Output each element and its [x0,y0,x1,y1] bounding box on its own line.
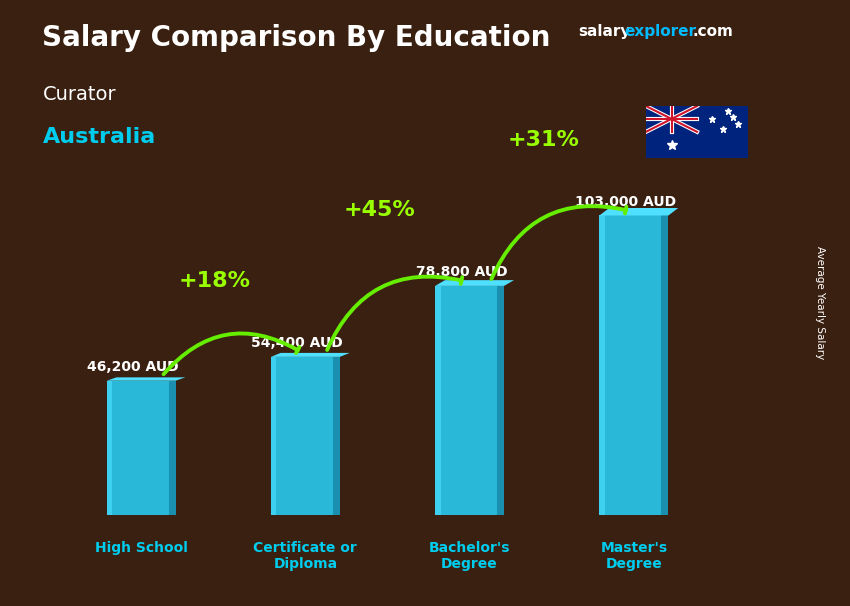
Bar [646,106,697,132]
Bar [106,381,112,515]
Bar [168,381,176,515]
Polygon shape [106,378,185,381]
Text: 78,800 AUD: 78,800 AUD [416,265,507,279]
Text: High School: High School [94,541,188,554]
Text: Australia: Australia [42,127,156,147]
Bar [599,216,605,515]
Text: 46,200 AUD: 46,200 AUD [87,361,178,375]
Text: Master's
Degree: Master's Degree [600,541,667,571]
Polygon shape [271,353,349,357]
Text: 103,000 AUD: 103,000 AUD [575,195,677,209]
Polygon shape [599,208,678,216]
Text: +31%: +31% [507,130,580,150]
Text: Salary Comparison By Education: Salary Comparison By Education [42,24,551,52]
Text: Curator: Curator [42,85,116,104]
Text: .com: .com [693,24,734,39]
Text: Bachelor's
Degree: Bachelor's Degree [429,541,510,571]
Bar [497,286,504,515]
Bar [435,286,440,515]
Text: salary: salary [578,24,631,39]
Bar [599,216,668,515]
Bar [271,357,276,515]
Text: +18%: +18% [179,271,251,291]
Text: Average Yearly Salary: Average Yearly Salary [815,247,825,359]
Polygon shape [435,280,514,286]
Bar [435,286,504,515]
Text: explorer: explorer [625,24,697,39]
Bar [106,381,176,515]
Text: Certificate or
Diploma: Certificate or Diploma [253,541,357,571]
Bar [333,357,340,515]
Text: 54,400 AUD: 54,400 AUD [252,336,343,350]
Text: +45%: +45% [343,201,415,221]
Bar [661,216,668,515]
Bar [271,357,340,515]
